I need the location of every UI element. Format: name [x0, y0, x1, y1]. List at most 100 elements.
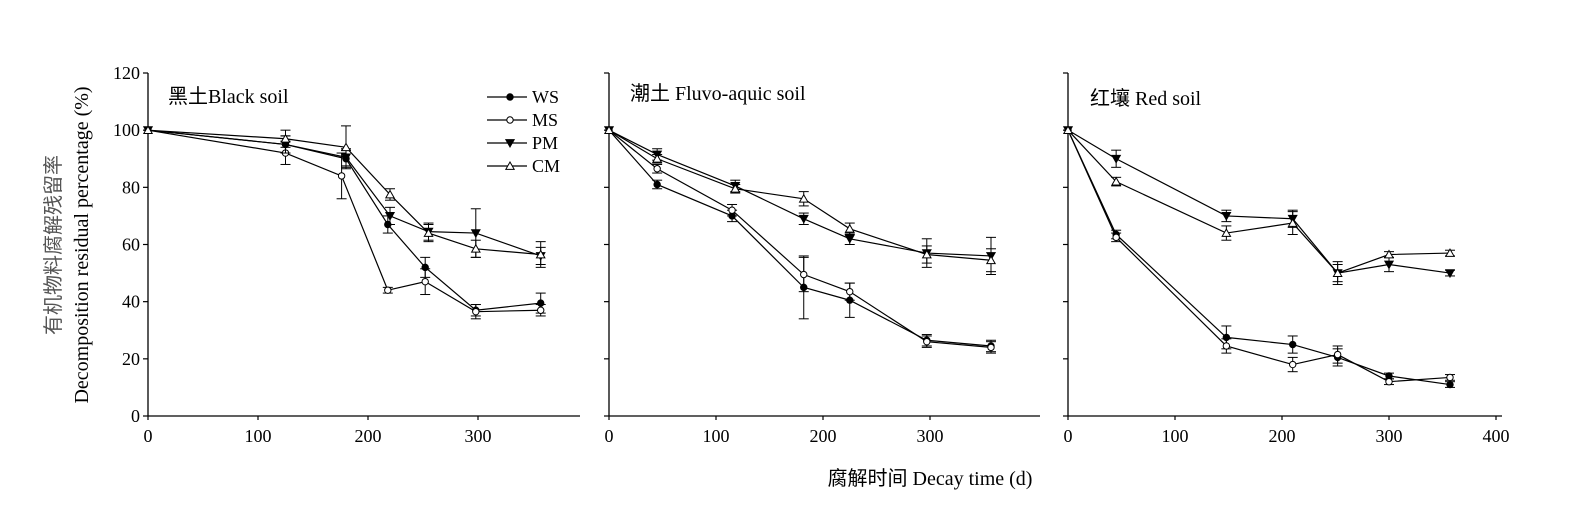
chart-panels: 0 20 40 60 80 100 120 0 100 200 300 黑土Black soil 0 10…: [113, 63, 1510, 446]
series-line-cm: [608, 129, 992, 261]
legend-item-ms: MS: [487, 110, 558, 130]
data-point-pm: [1221, 212, 1232, 221]
x-tick-label: 0: [144, 426, 153, 446]
legend-item-pm: PM: [487, 133, 558, 153]
data-point-ms: [1446, 373, 1454, 382]
legend-marker: [506, 116, 514, 124]
y-axis-title-en: Decomposition residual percentage (%): [71, 86, 93, 403]
data-point-ms: [923, 337, 931, 346]
data-point-pm: [1444, 269, 1456, 279]
data-point-ws: [1446, 380, 1454, 389]
data-point-cm: [1111, 176, 1122, 186]
series-pm: [1062, 126, 1456, 283]
data-point-ws: [1289, 340, 1297, 349]
legend-marker: [504, 161, 516, 170]
y-axis-title-cn: 有机物料腐解残留率: [42, 155, 65, 335]
panel-title: 红壤 Red soil: [1090, 87, 1202, 110]
legend-label: PM: [532, 133, 558, 153]
data-point-cm: [280, 133, 291, 143]
data-point-ms: [653, 165, 661, 173]
series-cm: [1062, 125, 1456, 286]
data-point-cm: [423, 228, 434, 237]
data-point-pm: [1111, 154, 1122, 164]
panel-title: 潮土 Fluvo-aquic soil: [630, 82, 806, 105]
data-point-ms: [728, 206, 736, 214]
data-point-cm: [985, 255, 997, 265]
series-ws: [1064, 126, 1455, 389]
chart-panel-1: 0 20 40 60 80 100 120 0 100 200 300 黑土Black soil: [113, 63, 580, 446]
data-point-cm: [1221, 228, 1232, 237]
data-point-cm: [603, 125, 615, 135]
data-point-ms: [987, 343, 995, 352]
x-tick-label: 100: [245, 426, 272, 446]
y-tick-label: 0: [131, 406, 140, 426]
x-axis-title: 腐解时间 Decay time (d): [828, 467, 1033, 490]
x-tick-label: 200: [355, 426, 382, 446]
data-point-ms: [472, 307, 480, 316]
panel-title: 黑土Black soil: [168, 85, 289, 108]
data-point-cm: [1332, 268, 1343, 277]
series-line-pm: [608, 129, 992, 257]
x-tick-label: 0: [1064, 426, 1073, 446]
data-point-ms: [421, 277, 429, 286]
data-point-cm: [1444, 248, 1456, 257]
data-point-pm: [798, 214, 809, 224]
x-tick-label: 200: [810, 426, 837, 446]
data-point-cm: [142, 125, 154, 135]
x-tick-label: 0: [605, 426, 614, 446]
series-ws: [605, 126, 996, 353]
legend-marker: [504, 139, 516, 148]
y-tick-label: 40: [122, 292, 140, 312]
data-point-cm: [1062, 125, 1074, 135]
data-point-ms: [800, 270, 808, 279]
data-point-pm: [470, 229, 481, 239]
x-tick-label: 400: [1483, 426, 1510, 446]
series-cm: [142, 125, 546, 268]
legend-marker: [506, 93, 514, 101]
y-axis-title-en-group: Decomposition residual percentage (%): [71, 86, 93, 403]
y-tick-label: 20: [122, 349, 140, 369]
legend-label: MS: [532, 110, 558, 130]
data-point-ms: [1289, 360, 1297, 369]
data-point-ms: [384, 286, 392, 294]
legend: WS MS PM CM: [487, 87, 560, 176]
x-tick-label: 200: [1269, 426, 1296, 446]
data-point-cm: [730, 183, 741, 193]
data-point-ms: [846, 287, 854, 296]
y-tick-label: 80: [122, 177, 140, 197]
x-tick-label: 300: [465, 426, 492, 446]
y-axis-title-group: 有机物料腐解残留率: [42, 155, 65, 335]
data-point-ws: [653, 180, 661, 189]
data-point-cm: [384, 189, 396, 199]
series-ms: [1064, 126, 1455, 386]
data-point-ms: [537, 306, 545, 314]
legend-label: CM: [532, 156, 560, 176]
data-point-ms: [1333, 350, 1342, 359]
data-point-ms: [1112, 233, 1120, 242]
x-tick-label: 300: [917, 426, 944, 446]
data-point-ms: [1222, 342, 1231, 350]
y-tick-label: 120: [113, 63, 140, 83]
data-point-cm: [535, 249, 546, 259]
series-line-ms: [1067, 129, 1451, 383]
y-tick-label: 100: [113, 120, 140, 140]
data-point-pm: [1383, 260, 1395, 270]
data-point-cm: [844, 223, 855, 233]
y-tick-label: 60: [122, 235, 140, 255]
data-point-cm: [1383, 249, 1395, 259]
legend-label: WS: [532, 87, 559, 107]
legend-item-cm: CM: [487, 156, 560, 176]
x-tick-label: 100: [1162, 426, 1189, 446]
chart-panel-3: 0 100 200 300 400 红壤 Red soil: [1062, 72, 1510, 446]
data-point-cm: [340, 142, 352, 152]
data-point-pm: [384, 212, 396, 221]
x-tick-label: 300: [1376, 426, 1403, 446]
x-tick-label: 100: [703, 426, 730, 446]
series-cm: [603, 125, 997, 273]
data-point-cm: [652, 153, 663, 163]
data-point-cm: [921, 249, 932, 259]
data-point-ms: [1385, 378, 1393, 386]
data-point-cm: [1287, 218, 1298, 227]
chart-panel-2: 0 100 200 300 潮土 Fluvo-aquic soil: [603, 72, 1040, 446]
